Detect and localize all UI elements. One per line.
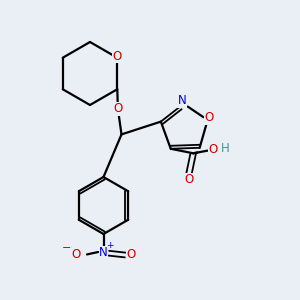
Text: O: O	[205, 111, 214, 124]
Text: O: O	[113, 50, 122, 63]
Text: O: O	[184, 173, 194, 187]
Text: N: N	[99, 246, 108, 259]
Text: O: O	[71, 248, 80, 262]
Text: N: N	[178, 94, 186, 107]
Text: −: −	[62, 243, 72, 254]
Text: O: O	[127, 248, 136, 262]
Text: O: O	[208, 143, 218, 156]
Text: +: +	[106, 242, 114, 250]
Text: O: O	[113, 102, 122, 115]
Text: H: H	[221, 142, 230, 155]
